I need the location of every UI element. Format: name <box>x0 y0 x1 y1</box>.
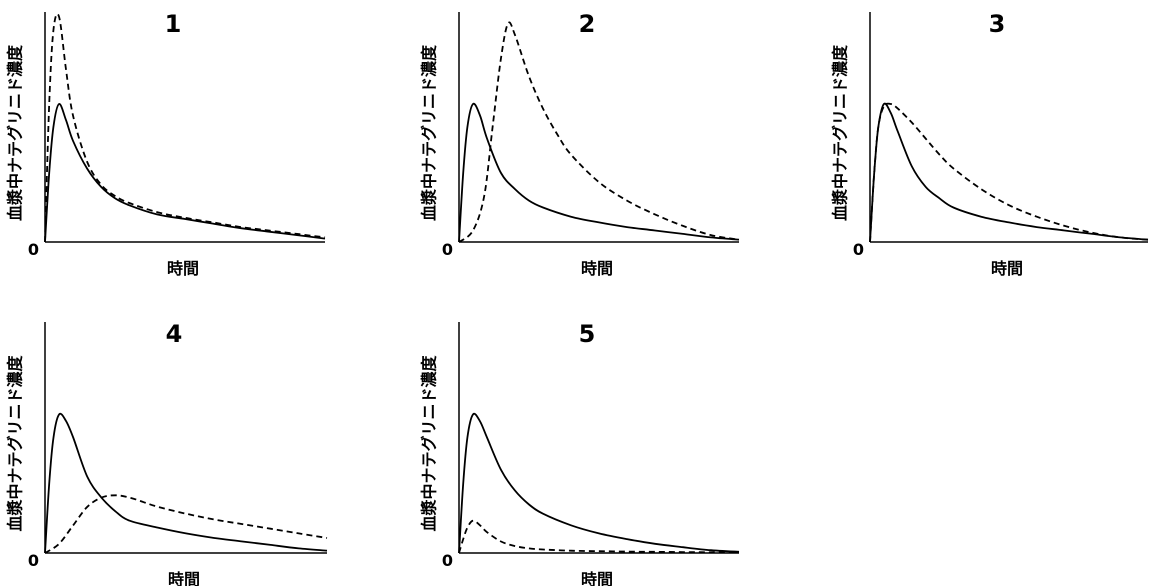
dashed-series-line <box>458 21 740 243</box>
x-axis-label: 時間 <box>168 570 200 586</box>
dashed-series-line <box>44 494 328 554</box>
x-axis-label: 時間 <box>991 259 1023 278</box>
dashed-series-line <box>44 13 326 243</box>
solid-series-line <box>458 102 740 243</box>
panel-title: 4 <box>166 320 183 348</box>
panel-title: 5 <box>579 320 596 348</box>
dashed-series-line <box>869 102 1149 243</box>
origin-label: 0 <box>442 240 453 259</box>
panel-title: 1 <box>165 10 182 38</box>
panel-title: 3 <box>989 10 1006 38</box>
x-axis-label: 時間 <box>167 259 199 278</box>
origin-label: 0 <box>28 240 39 259</box>
x-axis-label: 時間 <box>581 570 613 586</box>
y-axis-label: 血漿中ナテグリニド濃度 <box>6 44 25 221</box>
dashed-series-line <box>458 519 740 554</box>
solid-series-line <box>44 412 328 554</box>
y-axis-label: 血漿中ナテグリニド濃度 <box>6 355 25 532</box>
origin-label: 0 <box>28 551 39 570</box>
solid-series-line <box>44 103 326 243</box>
origin-label: 0 <box>853 240 864 259</box>
y-axis-label: 血漿中ナテグリニド濃度 <box>420 44 439 221</box>
solid-series-line <box>458 412 740 554</box>
y-axis-label: 血漿中ナテグリニド濃度 <box>420 355 439 532</box>
x-axis-label: 時間 <box>581 259 613 278</box>
solid-series-line <box>869 102 1149 243</box>
origin-label: 0 <box>442 551 453 570</box>
y-axis-label: 血漿中ナテグリニド濃度 <box>831 44 850 221</box>
panel-title: 2 <box>579 10 596 38</box>
